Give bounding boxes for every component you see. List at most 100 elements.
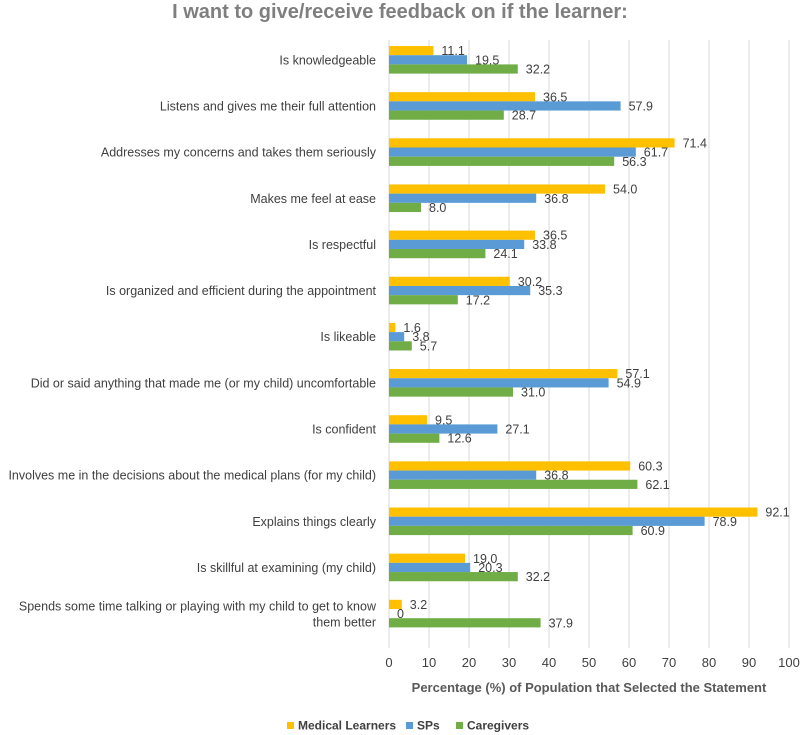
legend-label: Caregivers: [467, 719, 529, 733]
bar: [389, 470, 537, 480]
data-label: 36.5: [543, 229, 567, 243]
bar: [389, 507, 758, 517]
data-label: 32.2: [526, 63, 550, 77]
legend-swatch: [287, 722, 294, 729]
x-tick-label: 40: [542, 655, 556, 670]
x-tick-label: 80: [702, 655, 716, 670]
data-label: 8.0: [429, 201, 446, 215]
bar: [389, 285, 531, 296]
category-labels: Is knowledgeable Listens and gives me the…: [8, 53, 377, 629]
category-label: Involves me in the decisions about the m…: [8, 469, 376, 483]
x-tick-label: 100: [778, 655, 800, 670]
data-label: 19.5: [475, 53, 499, 67]
bar: [389, 295, 458, 305]
x-tick-label: 0: [385, 655, 392, 670]
data-label: 62.1: [645, 478, 669, 492]
bar: [389, 138, 675, 148]
data-label: 78.9: [713, 515, 737, 529]
data-label: 9.5: [435, 413, 452, 427]
bar: [389, 378, 609, 388]
x-tick-label: 20: [462, 655, 476, 670]
bar: [389, 92, 535, 102]
data-label: 57.1: [625, 367, 649, 381]
bar: [389, 46, 434, 56]
data-label: 71.4: [683, 136, 707, 150]
legend: Medical Learners SPs Caregivers: [287, 719, 529, 733]
x-tick-label: 70: [662, 655, 676, 670]
category-label: Addresses my concerns and takes them ser…: [101, 146, 377, 160]
category-label: Is confident: [312, 423, 376, 437]
chart-title: I want to give/receive feedback on if th…: [172, 1, 628, 23]
legend-swatch: [456, 722, 463, 729]
bar: [389, 276, 510, 286]
bar: [389, 433, 440, 443]
data-label: 12.6: [447, 432, 471, 446]
x-axis-label: Percentage (%) of Population that Select…: [412, 680, 767, 695]
legend-swatch: [406, 722, 413, 729]
data-label: 57.9: [629, 99, 653, 113]
data-label: 36.5: [543, 90, 567, 104]
bar: [389, 249, 486, 259]
data-label: 1.6: [403, 321, 420, 335]
category-label: Is skillful at examining (my child): [197, 561, 376, 575]
bar: [389, 516, 705, 526]
bar: [389, 322, 396, 333]
data-label: 36.8: [544, 469, 568, 483]
bar: [389, 553, 465, 563]
bar: [389, 618, 541, 628]
data-label: 3.8: [412, 330, 429, 344]
bar: [389, 110, 504, 120]
bar: [389, 525, 633, 536]
data-label: 24.1: [493, 247, 517, 261]
data-label: 17.2: [466, 293, 490, 307]
data-label: 60.3: [638, 459, 662, 473]
bar: [389, 415, 427, 425]
bar: [389, 332, 405, 342]
bar: [389, 239, 525, 249]
bar: [389, 562, 471, 573]
x-tick-labels: 0 10 20 30 40 50 60 70 80 90 100: [385, 655, 799, 670]
bar: [389, 599, 402, 609]
data-label: 5.7: [420, 339, 437, 353]
category-label-line: them better: [313, 616, 376, 630]
data-label: 54.0: [613, 183, 637, 197]
bar: [389, 341, 412, 351]
legend-label: Medical Learners: [298, 719, 396, 733]
data-label: 11.1: [441, 44, 464, 58]
data-label: 61.7: [644, 146, 668, 160]
data-label: 54.9: [617, 376, 641, 390]
bar: [389, 424, 498, 434]
data-label: 3.2: [410, 598, 427, 612]
category-label-line: Spends some time talking or playing with…: [19, 600, 377, 614]
data-label: 31.0: [521, 386, 545, 400]
data-label: 33.8: [532, 238, 556, 252]
bar: [389, 479, 638, 489]
data-label: 30.2: [518, 275, 542, 289]
bar: [389, 147, 636, 157]
bars: 11.1 19.5 32.2 36.5 57.9 28.7 71.4 61.756.3 54.0…: [389, 44, 790, 630]
data-label: 20.3: [478, 561, 502, 575]
data-label: 28.7: [512, 109, 536, 123]
bar: [389, 193, 537, 203]
data-label: 27.1: [505, 423, 529, 437]
data-label: 32.2: [526, 570, 550, 584]
data-label: 60.9: [641, 524, 665, 538]
data-label: 19.0: [473, 552, 497, 566]
category-label: Explains things clearly: [252, 515, 376, 529]
x-tick-label: 50: [582, 655, 596, 670]
category-label: Is organized and efficient during the ap…: [106, 284, 377, 298]
bar: [389, 156, 615, 166]
data-label: 35.3: [538, 284, 562, 298]
x-tick-label: 90: [742, 655, 756, 670]
bar: [389, 230, 535, 240]
bar: [389, 64, 518, 74]
legend-label: SPs: [417, 719, 440, 733]
category-label: Listens and gives me their full attentio…: [160, 99, 376, 113]
data-label: 0: [397, 607, 404, 621]
bar: [389, 55, 467, 65]
x-tick-label: 10: [422, 655, 436, 670]
category-label: Did or said anything that made me (or my…: [31, 376, 376, 390]
x-tick-label: 60: [622, 655, 636, 670]
bar: [389, 202, 421, 213]
